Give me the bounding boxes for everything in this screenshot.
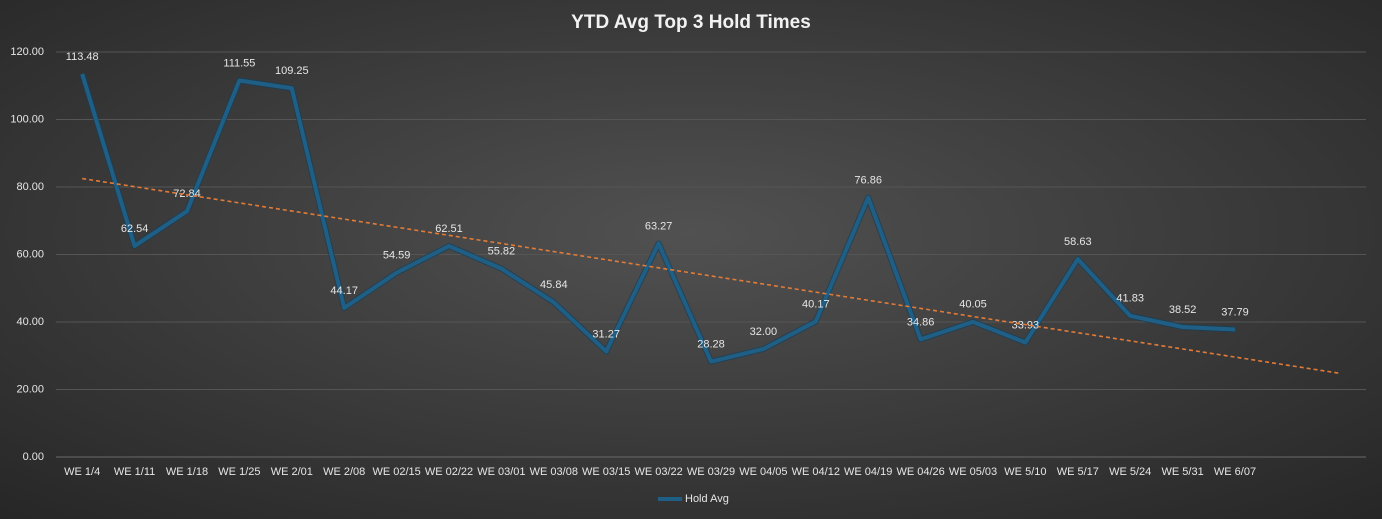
data-label: 45.84 — [540, 279, 568, 291]
x-tick-label: WE 5/24 — [1109, 466, 1151, 478]
data-label: 63.27 — [645, 220, 673, 232]
x-tick-label: WE 02/15 — [372, 466, 420, 478]
x-tick-label: WE 03/08 — [530, 466, 578, 478]
x-tick-label: WE 04/19 — [844, 466, 892, 478]
data-label: 34.86 — [907, 316, 935, 328]
x-tick-label: WE 5/17 — [1057, 466, 1099, 478]
x-tick-label: WE 03/29 — [687, 466, 735, 478]
y-tick-label: 20.00 — [16, 383, 44, 395]
data-label: 40.05 — [959, 299, 987, 311]
data-label: 31.27 — [592, 328, 620, 340]
x-tick-label: WE 03/22 — [634, 466, 682, 478]
trendline — [82, 177, 1340, 375]
legend-label: Hold Avg — [685, 493, 729, 505]
x-tick-label: WE 5/31 — [1162, 466, 1204, 478]
x-tick-label: WE 05/03 — [949, 466, 997, 478]
y-tick-label: 60.00 — [16, 248, 44, 260]
y-tick-label: 40.00 — [16, 316, 44, 328]
data-label: 54.59 — [383, 250, 411, 262]
y-tick-label: 0.00 — [23, 451, 44, 463]
data-label: 62.51 — [435, 223, 463, 235]
data-label: 76.86 — [854, 175, 882, 187]
y-tick-label: 100.00 — [10, 113, 44, 125]
x-tick-label: WE 1/25 — [218, 466, 260, 478]
data-label: 41.83 — [1116, 293, 1144, 305]
x-tick-label: WE 1/4 — [64, 466, 100, 478]
x-tick-label: WE 04/05 — [739, 466, 787, 478]
x-tick-label: WE 6/07 — [1214, 466, 1256, 478]
data-label: 37.79 — [1221, 306, 1249, 318]
x-tick-label: WE 02/22 — [425, 466, 473, 478]
data-label: 58.63 — [1064, 236, 1092, 248]
data-label: 109.25 — [275, 65, 309, 77]
data-label: 113.48 — [66, 51, 99, 63]
x-tick-label: WE 03/01 — [477, 466, 525, 478]
data-line — [80, 73, 1236, 364]
x-tick-label: WE 04/12 — [792, 466, 840, 478]
x-tick-label: WE 03/15 — [582, 466, 630, 478]
data-label: 44.17 — [330, 285, 358, 297]
data-label: 111.55 — [223, 57, 255, 69]
chart-title: YTD Avg Top 3 Hold Times — [571, 12, 811, 33]
data-label: 38.52 — [1169, 304, 1197, 316]
y-tick-label: 80.00 — [16, 181, 44, 193]
data-label: 40.17 — [802, 298, 830, 310]
data-label: 32.00 — [750, 326, 778, 338]
x-tick-label: WE 1/18 — [166, 466, 208, 478]
y-tick-label: 120.00 — [10, 46, 44, 58]
data-label: 28.28 — [697, 338, 725, 350]
x-tick-label: WE 04/26 — [896, 466, 944, 478]
x-tick-label: WE 5/10 — [1004, 466, 1046, 478]
x-tick-label: WE 2/08 — [323, 466, 365, 478]
data-label: 55.82 — [488, 246, 516, 258]
x-tick-label: WE 1/11 — [114, 466, 155, 478]
data-label: 62.54 — [121, 223, 149, 235]
x-tick-label: WE 2/01 — [271, 466, 313, 478]
